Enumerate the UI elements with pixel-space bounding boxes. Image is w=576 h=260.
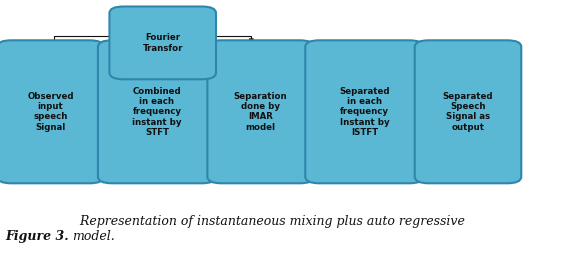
Text: Representation of instantaneous mixing plus auto regressive
model.: Representation of instantaneous mixing p… xyxy=(72,215,465,243)
Text: Fourier
Transfor: Fourier Transfor xyxy=(142,33,183,53)
Text: Observed
input
speech
Signal: Observed input speech Signal xyxy=(27,92,74,132)
Text: Separation
done by
IMAR
model: Separation done by IMAR model xyxy=(234,92,287,132)
FancyBboxPatch shape xyxy=(207,40,314,183)
FancyBboxPatch shape xyxy=(305,40,423,183)
Text: Separated
in each
frequency
Instant by
ISTFT: Separated in each frequency Instant by I… xyxy=(339,87,389,137)
FancyBboxPatch shape xyxy=(109,6,216,79)
Text: Figure 3.: Figure 3. xyxy=(6,230,69,243)
FancyBboxPatch shape xyxy=(0,40,104,183)
Text: Separated
Speech
Signal as
output: Separated Speech Signal as output xyxy=(443,92,493,132)
FancyBboxPatch shape xyxy=(415,40,521,183)
Text: Combined
in each
frequency
instant by
STFT: Combined in each frequency instant by ST… xyxy=(132,87,181,137)
FancyBboxPatch shape xyxy=(98,40,216,183)
